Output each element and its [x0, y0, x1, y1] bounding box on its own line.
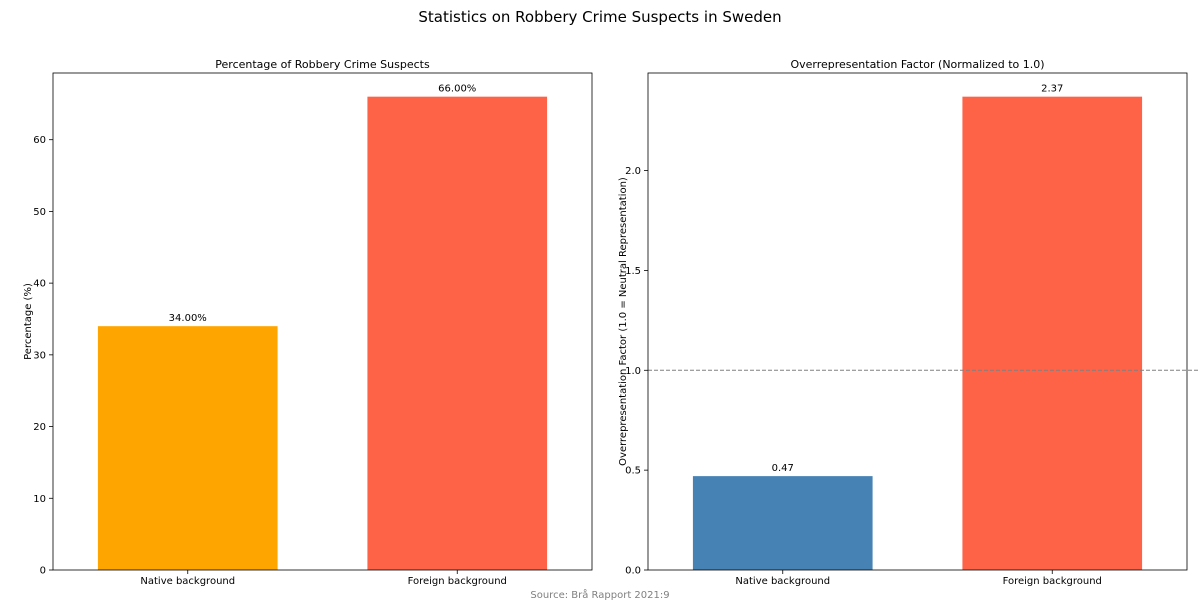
chart-percentage: Percentage of Robbery Crime Suspects 34.0… — [23, 58, 593, 587]
y-tick-label: 0.0 — [625, 566, 641, 577]
y-tick-label: 60 — [33, 135, 46, 146]
y-tick-label: 20 — [33, 422, 46, 433]
data-label: 66.00% — [438, 84, 476, 95]
y-axis-label: Percentage (%) — [23, 283, 34, 360]
y-tick-label: 30 — [33, 350, 46, 361]
y-tick-label: 1.0 — [625, 366, 641, 377]
axes-frame — [647, 72, 1188, 571]
x-tick-label: Foreign background — [408, 576, 507, 587]
data-label: 34.00% — [169, 313, 207, 324]
source-note: Source: Brå Rapport 2021:9 — [530, 590, 670, 601]
data-label: 0.47 — [772, 463, 794, 474]
x-tick-label: Native background — [735, 576, 830, 587]
y-tick-label: 40 — [33, 279, 46, 290]
bar-foreign-background — [962, 96, 1143, 571]
y-axis-label: Overrepresentation Factor (1.0 = Neutral… — [618, 177, 629, 466]
chart-overrep: Overrepresentation Factor (Normalized to… — [618, 58, 1200, 587]
bar-native-background — [692, 476, 873, 570]
y-tick-label: 1.5 — [625, 266, 641, 277]
y-tick-label: 50 — [33, 207, 46, 218]
y-tick-label: 2.0 — [625, 166, 641, 177]
axes-frame — [52, 72, 593, 571]
x-tick-label: Foreign background — [1003, 576, 1102, 587]
y-tick-label: 0.5 — [625, 466, 641, 477]
bar-native-background — [97, 326, 278, 570]
bar-foreign-background — [367, 96, 548, 571]
x-tick-label: Native background — [140, 576, 235, 587]
chart-title: Overrepresentation Factor (Normalized to… — [790, 58, 1044, 71]
data-label: 2.37 — [1041, 84, 1063, 95]
y-tick-label: 0 — [40, 566, 46, 577]
figure-title: Statistics on Robbery Crime Suspects in … — [418, 8, 782, 26]
y-tick-label: 10 — [33, 494, 46, 505]
chart-title: Percentage of Robbery Crime Suspects — [215, 58, 430, 71]
